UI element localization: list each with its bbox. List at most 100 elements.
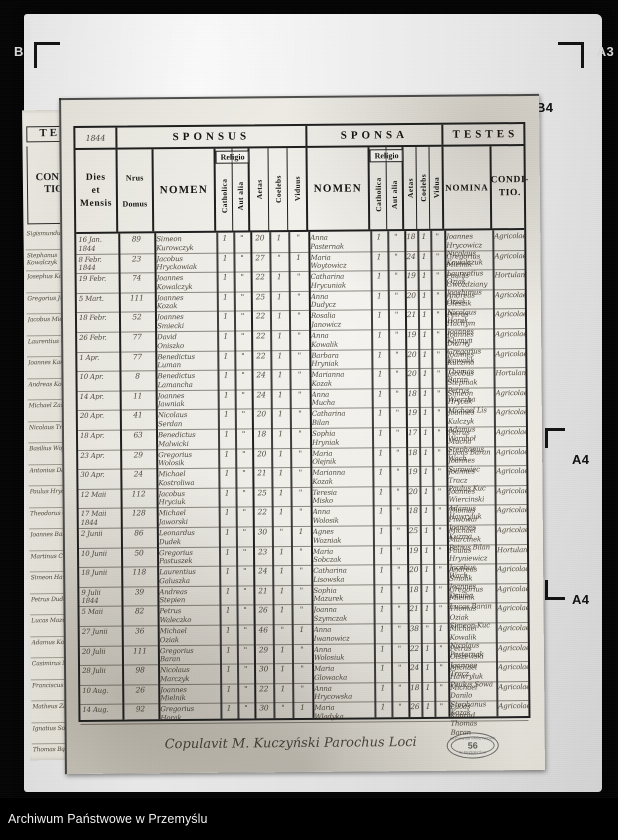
cell-s_cath: 1 xyxy=(226,665,231,674)
col-header-sponsus-aetas: Aetas xyxy=(249,148,270,231)
cell-sponsa: Sophia Hryniak xyxy=(311,429,340,447)
cell-dies: 12 Maii xyxy=(80,490,107,499)
cell-s_cath: 1 xyxy=(225,606,231,616)
cell-domus: 92 xyxy=(135,705,146,714)
cell-s_cath: 1 xyxy=(225,626,231,635)
registration-mark-low-right-icon xyxy=(545,580,565,600)
cell-s_coel: 1 xyxy=(277,410,283,419)
cell-p_aetas: 18 xyxy=(408,507,418,516)
cell-p_coel: 1 xyxy=(422,409,428,418)
cell-s_cath: 1 xyxy=(225,548,230,557)
col-header-nrus-domus: Nrus Domus xyxy=(117,149,155,232)
cell-dies: 27 Junii xyxy=(81,627,108,636)
cell-s_vid: " xyxy=(296,273,301,282)
cell-conditio: Agricolae xyxy=(496,526,529,535)
cell-p_alia: " xyxy=(397,566,401,575)
cell-dies: 10 Aug. xyxy=(82,686,109,695)
cell-s_alia: " xyxy=(242,469,246,478)
cell-p_vid: " xyxy=(439,663,443,672)
cell-sponsa: Teresia Misko xyxy=(312,488,337,506)
cell-sponsa: Marianna Kozak xyxy=(312,468,346,486)
cell-s_cath: 1 xyxy=(226,646,231,655)
cell-sponsa: Anna Dudycz xyxy=(310,292,336,310)
cell-s_alia: " xyxy=(240,312,245,321)
cell-s_aetas: 20 xyxy=(257,449,267,458)
cell-dies: 5 Mart. xyxy=(78,294,104,303)
cell-s_coel: 1 xyxy=(277,332,282,341)
cell-sponsa: Anna Wolosiuk xyxy=(313,645,345,662)
cell-p_aetas: 18 xyxy=(409,585,419,594)
cell-p_cath: 1 xyxy=(376,252,382,261)
cell-p_vid: " xyxy=(437,467,441,477)
cell-p_coel: 1 xyxy=(424,566,430,575)
cell-p_cath: 1 xyxy=(379,566,385,575)
cell-s_coel: 1 xyxy=(278,430,283,439)
cell-conditio: Agricolae xyxy=(496,506,529,515)
cell-sponsa: Anna Mucha xyxy=(311,390,336,408)
cell-p_aetas: 20 xyxy=(407,350,417,359)
col-header-sponsus-coelebs: Coelebs xyxy=(268,148,289,231)
cell-conditio: Agricolae xyxy=(494,232,527,241)
table-body: 16 Jan. 1844 89 Simeon Kurowczyk 1 " 20 1 " Anna… xyxy=(76,230,530,737)
registration-mark-top-left-icon xyxy=(34,42,60,68)
cell-dies: 18 Febr. xyxy=(78,314,107,323)
cell-sponsa: Maria Sobczak xyxy=(312,547,342,565)
cell-p_alia: " xyxy=(397,625,401,634)
cell-p_coel: 1 xyxy=(423,487,429,496)
cell-dies: 18 Junii xyxy=(81,568,108,578)
cell-p_cath: 1 xyxy=(379,586,385,595)
cell-p_cath: 1 xyxy=(380,664,385,673)
col-header-nomina: NOMINA xyxy=(443,146,493,229)
cell-s_vid: " xyxy=(298,410,302,419)
cell-s_vid: 1 xyxy=(300,704,305,713)
cell-sponsus: Michael Oziak xyxy=(159,627,187,644)
cell-s_aetas: 23 xyxy=(257,547,268,556)
cell-domus: 29 xyxy=(133,450,143,460)
cell-p_cath: 1 xyxy=(379,625,385,634)
cell-p_vid: " xyxy=(436,291,440,300)
cell-domus: 11 xyxy=(133,392,143,401)
cell-p_vid: " xyxy=(436,369,441,379)
cell-p_aetas: 20 xyxy=(409,566,419,575)
cell-domus: 8 xyxy=(135,372,140,381)
cell-p_cath: 1 xyxy=(380,644,385,653)
cell-s_coel: 1 xyxy=(279,586,285,595)
cell-p_cath: 1 xyxy=(379,605,385,614)
registration-label-a4-low: A4 xyxy=(572,592,590,607)
cell-s_coel: 1 xyxy=(280,645,285,654)
cell-domus: 74 xyxy=(132,274,142,283)
cell-s_cath: 1 xyxy=(224,450,229,459)
cell-p_vid: " xyxy=(439,683,443,692)
cell-s_aetas: 24 xyxy=(258,567,268,576)
cell-p_vid: " xyxy=(437,428,441,437)
cell-s_alia: " xyxy=(240,273,244,282)
cell-sponsus: Gregorius Horak xyxy=(160,705,195,723)
cell-s_aetas: 22 xyxy=(255,312,266,321)
cell-domus: 128 xyxy=(131,509,146,518)
cell-p_cath: 1 xyxy=(379,527,384,536)
cell-s_cath: 1 xyxy=(222,273,228,282)
cell-s_aetas: 26 xyxy=(258,606,268,615)
parish-signature: Copulavit M. Kuczyński Parochus Loci xyxy=(164,735,417,753)
cell-sponsus: Andreas Stepien xyxy=(159,587,188,605)
cell-p_aetas: 20 xyxy=(406,291,416,300)
cell-s_cath: 1 xyxy=(224,508,230,518)
cell-p_coel: 1 xyxy=(421,272,427,281)
cell-dies: 10 Apr. xyxy=(79,372,104,382)
cell-s_coel: 1 xyxy=(279,547,284,556)
cell-p_cath: 1 xyxy=(376,272,382,281)
cell-dies: 19 Febr. xyxy=(78,274,107,284)
col-header-sponsa-coelebs: Coelebs xyxy=(416,146,431,229)
cell-sponsus: Gregorius Pastuszek xyxy=(158,548,193,566)
cell-p_vid: " xyxy=(438,526,442,535)
registration-mark-mid-right-icon xyxy=(545,428,565,448)
cell-s_vid: " xyxy=(297,371,302,380)
cell-sponsa: Anna Wolosik xyxy=(312,508,339,525)
cell-sponsus: Nicolaus Marczyk xyxy=(160,666,190,683)
cell-p_alia: " xyxy=(394,233,398,242)
col-label-nomen-sponsus: NOMEN xyxy=(159,183,208,196)
archive-stamp: ARCHIWUM PAŃSTWOWE 56 W PRZEMYŚLU xyxy=(446,732,499,759)
cell-p_alia: " xyxy=(394,272,398,281)
cell-s_aetas: 27 xyxy=(255,253,265,262)
